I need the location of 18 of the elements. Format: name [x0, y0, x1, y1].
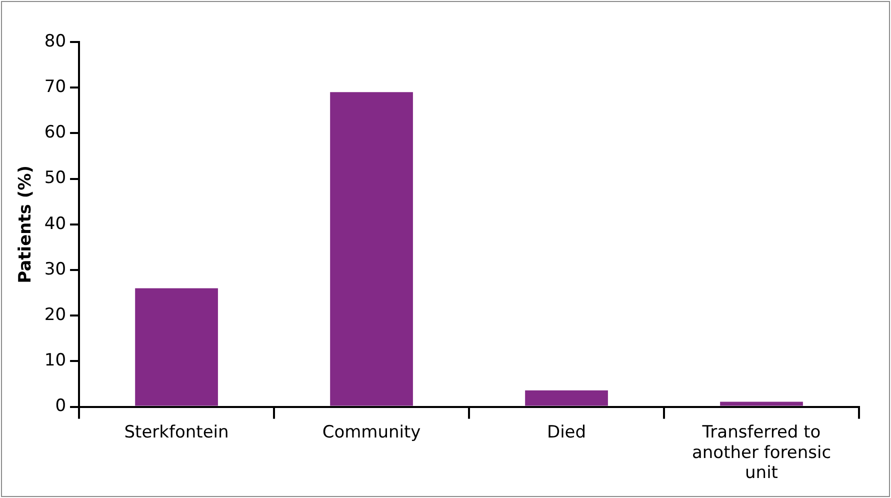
bar — [525, 390, 608, 406]
y-tick-label: 40 — [44, 214, 66, 234]
y-tick-label: 0 — [55, 396, 66, 416]
x-tick-label: Transferred to another forensic unit — [692, 422, 832, 484]
y-tick-label: 60 — [44, 122, 66, 143]
y-tick-label: 70 — [44, 77, 66, 98]
y-tick-label: 50 — [44, 168, 66, 188]
bar — [135, 288, 218, 406]
bar — [720, 402, 803, 406]
y-axis-title: Patients (%) — [16, 166, 36, 284]
y-tick-label: 30 — [44, 259, 66, 280]
y-tick-label: 80 — [44, 31, 66, 52]
x-tick-label: Died — [546, 422, 586, 442]
y-tick-label: 20 — [44, 305, 66, 326]
y-tick-label: 10 — [44, 350, 66, 371]
x-tick-label: Sterkfontein — [124, 422, 229, 442]
x-tick-label: Community — [322, 422, 421, 442]
bar — [330, 92, 413, 406]
